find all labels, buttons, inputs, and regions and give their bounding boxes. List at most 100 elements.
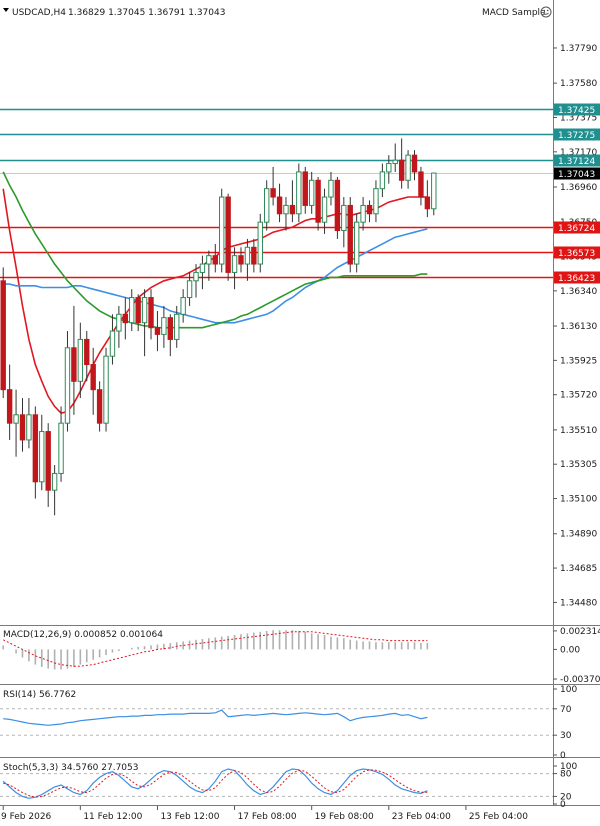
symbol-label: USDCAD,H4 — [12, 8, 66, 18]
candle — [353, 213, 360, 273]
candle — [206, 250, 212, 281]
ohlc-values: 1.36829 1.37045 1.36791 1.37043 — [68, 8, 225, 18]
price-tick-label: 1.37375 — [560, 113, 597, 123]
candle — [360, 197, 366, 231]
level-label: 1.37275 — [558, 131, 595, 141]
candle-body-bull — [328, 179, 334, 198]
candle-body-bull — [341, 204, 347, 232]
time-tick-label: 11 Feb 12:00 — [83, 812, 142, 822]
candle-body-bear — [225, 196, 231, 273]
candle — [334, 176, 341, 239]
level-label: 1.36724 — [558, 224, 595, 234]
candle — [84, 331, 90, 382]
candle — [39, 414, 45, 491]
candle — [148, 289, 154, 340]
candle-body-bull — [39, 431, 45, 483]
candle — [251, 238, 257, 273]
candle — [289, 180, 296, 223]
level-tag-1.37124 — [554, 154, 600, 167]
candle — [231, 247, 238, 290]
smiley-icon[interactable] — [540, 6, 552, 18]
level-label: 1.36423 — [558, 274, 595, 284]
candle-body-bull — [58, 422, 64, 474]
macd-signal-line — [2, 631, 428, 667]
expert-name: MACD Sample — [482, 8, 546, 18]
candle — [64, 331, 71, 432]
price-tick-label: 1.37790 — [560, 44, 597, 54]
candle-body-bull — [180, 297, 186, 315]
candle — [154, 310, 161, 352]
candle-body-bull — [353, 221, 360, 265]
candle — [58, 406, 64, 482]
price-level-labels: 1.37425 1.37275 1.37124 1.36724 1.36573 1.364… — [554, 103, 600, 284]
candle — [116, 305, 122, 348]
candle — [347, 197, 353, 273]
candle-body-bear — [122, 313, 129, 324]
candle — [174, 305, 180, 348]
candle — [135, 294, 141, 332]
rsi-title: RSI(14) 56.7762 — [3, 690, 76, 700]
candle — [19, 398, 26, 452]
price-tick-label: 1.36130 — [560, 322, 597, 332]
current-price-tag — [554, 167, 600, 180]
chart-header: USDCAD,H4 1.36829 1.37045 1.36791 1.3704… — [3, 6, 552, 18]
candle-body-bull — [77, 338, 84, 382]
candles — [0, 138, 437, 516]
stoch-tick-label: 80 — [560, 770, 572, 780]
stoch-tick-label: 100 — [560, 762, 577, 772]
candle-body-bull — [392, 159, 398, 165]
level-tag-1.37425 — [554, 103, 600, 116]
stoch-signal-line — [3, 769, 428, 798]
time-axis: 9 Feb 2026 11 Feb 12:00 13 Feb 12:00 17 Feb… — [1, 806, 528, 822]
time-tick-label: 19 Feb 08:00 — [315, 812, 374, 822]
candle-body-bear — [148, 297, 154, 329]
candle-body-bull — [373, 188, 379, 215]
candle-body-bull — [244, 246, 251, 265]
price-tick-label: 1.37580 — [560, 79, 597, 89]
candle — [411, 150, 418, 181]
candle — [77, 322, 84, 399]
candle-body-bull — [174, 313, 180, 340]
candle — [238, 247, 244, 273]
candle-body-bear — [276, 196, 283, 215]
price-tick-label: 1.36340 — [560, 287, 597, 297]
dropdown-triangle-icon[interactable] — [3, 8, 9, 12]
rsi-tick-label: 30 — [560, 731, 572, 741]
candle-body-bull — [103, 355, 109, 424]
price-level-lines — [0, 108, 553, 279]
price-tick-label: 1.36960 — [560, 183, 597, 193]
candle-body-bear — [45, 431, 51, 491]
candle-body-bear — [424, 196, 431, 210]
candle — [225, 193, 231, 281]
price-tick-label: 1.35510 — [560, 426, 597, 436]
candle-body-bull — [199, 263, 206, 273]
price-tick-label: 1.34480 — [560, 598, 597, 608]
macd-tick-label: 0.00 — [560, 645, 580, 655]
candle — [161, 305, 167, 348]
candle — [6, 364, 13, 440]
candle-body-bear — [135, 297, 141, 324]
price-tick-label: 1.34685 — [560, 564, 597, 574]
time-tick-label: 17 Feb 08:00 — [238, 812, 297, 822]
candle — [212, 243, 218, 273]
candle-body-bear — [334, 179, 341, 232]
candle — [276, 183, 283, 223]
candle-body-bull — [64, 347, 71, 424]
candle-body-bull — [129, 297, 135, 324]
rsi-tick-label: 100 — [560, 685, 577, 695]
candle-body-bear — [0, 280, 6, 391]
candle — [379, 163, 386, 198]
time-tick-label: 9 Feb 2026 — [1, 812, 52, 822]
time-tick-label: 13 Feb 12:00 — [160, 812, 219, 822]
candle-body-bull — [231, 255, 238, 273]
rsi-tick-label: 0 — [560, 751, 566, 761]
candle — [90, 347, 96, 415]
candle-body-bear — [84, 338, 90, 366]
candle-body-bear — [167, 317, 174, 340]
candle — [263, 180, 270, 231]
price-tick-label: 1.35100 — [560, 495, 597, 505]
candle-body-bull — [379, 171, 386, 190]
